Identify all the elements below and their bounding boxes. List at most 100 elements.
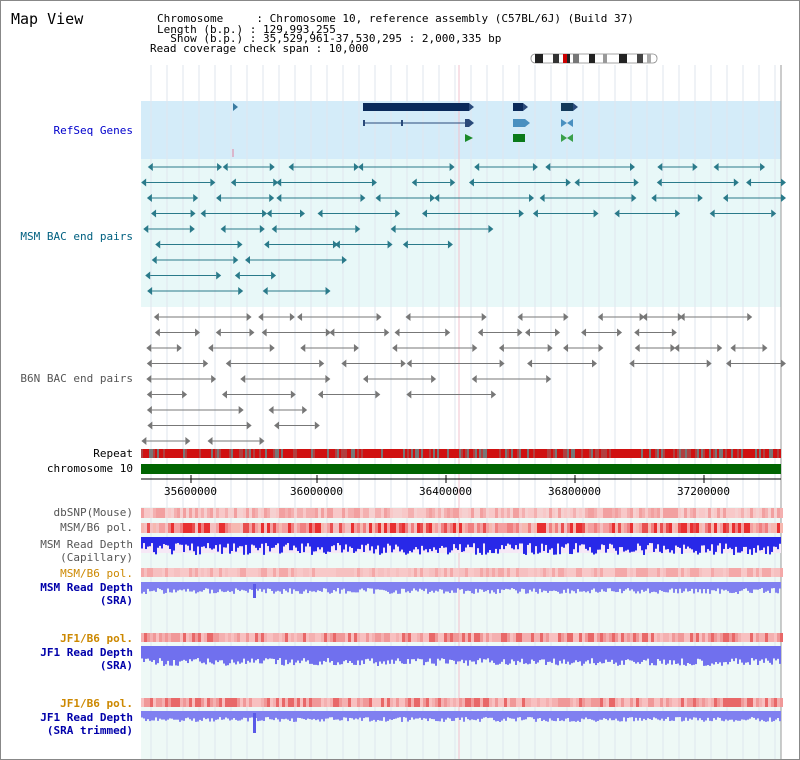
msm-depth-sra-bar bbox=[209, 582, 211, 594]
label-jf1-depth-trimmed-line2: (SRA trimmed) bbox=[46, 724, 133, 737]
msm-b6-pol-heat-cell bbox=[750, 523, 753, 533]
jf1-b6-pol-heat-cell bbox=[477, 633, 480, 642]
jf1-b6-pol-2-heat-cell bbox=[339, 698, 342, 707]
label-msm-depth-capillary-line2: (Capillary) bbox=[60, 551, 133, 564]
jf1-b6-pol-2-heat-cell bbox=[531, 698, 534, 707]
dbsnp-heat-cell bbox=[240, 508, 243, 518]
jf1-b6-pol-heat-cell bbox=[150, 633, 153, 642]
msm-depth-capillary-bar bbox=[491, 537, 493, 554]
repeat-segment bbox=[719, 449, 721, 458]
jf1-depth-trimmed-bar bbox=[577, 711, 579, 721]
jf1-b6-pol-heat-cell bbox=[531, 633, 534, 642]
jf1-depth-trimmed-bar bbox=[291, 711, 293, 719]
jf1-b6-pol-heat-cell bbox=[450, 633, 453, 642]
b6n-bac-end-marker bbox=[431, 375, 437, 383]
msm-depth-sra-bar bbox=[187, 582, 189, 589]
jf1-depth-sra-bar bbox=[361, 646, 363, 661]
msm-depth-capillary-bar bbox=[143, 537, 145, 544]
repeat-segment bbox=[253, 449, 255, 458]
msm-depth-sra-bar bbox=[633, 582, 635, 592]
msm-b6-pol-2-heat-cell bbox=[582, 568, 585, 577]
msm-b6-pol-heat-cell bbox=[264, 523, 267, 533]
msm-depth-capillary-bar bbox=[681, 537, 683, 554]
jf1-b6-pol-2-heat-cell bbox=[417, 698, 420, 707]
jf1-b6-pol-2-heat-cell bbox=[699, 698, 702, 707]
jf1-depth-sra-bar bbox=[261, 646, 263, 664]
jf1-depth-trimmed-bar bbox=[717, 711, 719, 718]
repeat-segment bbox=[471, 449, 473, 458]
dbsnp-heat-cell bbox=[480, 508, 483, 518]
jf1-depth-trimmed-bar bbox=[351, 711, 353, 719]
jf1-depth-sra-bar bbox=[337, 646, 339, 663]
jf1-depth-trimmed-bar bbox=[403, 711, 405, 718]
jf1-depth-sra-bar bbox=[429, 646, 431, 659]
jf1-b6-pol-heat-cell bbox=[426, 633, 429, 642]
msm-b6-pol-2-heat-cell bbox=[561, 568, 564, 577]
jf1-depth-trimmed-bar bbox=[747, 711, 749, 720]
msm-b6-pol-2-heat-cell bbox=[438, 568, 441, 577]
dbsnp-heat-cell bbox=[294, 508, 297, 518]
repeat-segment bbox=[323, 449, 325, 458]
msm-b6-pol-2-heat-cell bbox=[573, 568, 576, 577]
label-msm-bac[interactable]: MSM BAC end pairs bbox=[20, 230, 133, 243]
jf1-depth-trimmed-bar bbox=[443, 711, 445, 722]
repeat-segment bbox=[217, 449, 219, 458]
msm-bac-end-marker bbox=[375, 194, 381, 202]
msm-depth-capillary-bar bbox=[529, 537, 531, 544]
jf1-b6-pol-heat-cell bbox=[714, 633, 717, 642]
jf1-b6-pol-heat-cell bbox=[180, 633, 183, 642]
jf1-depth-trimmed-bar bbox=[281, 711, 283, 719]
dbsnp-heat-cell bbox=[777, 508, 780, 518]
jf1-b6-pol-2-heat-cell bbox=[243, 698, 246, 707]
repeat-segment bbox=[727, 449, 729, 458]
jf1-b6-pol-heat-cell bbox=[411, 633, 414, 642]
jf1-b6-pol-2-heat-cell bbox=[510, 698, 513, 707]
msm-bac-end-marker bbox=[390, 225, 396, 233]
jf1-depth-trimmed-bar bbox=[309, 711, 311, 720]
jf1-depth-sra-bar bbox=[439, 646, 441, 661]
msm-b6-pol-heat-cell bbox=[519, 523, 522, 533]
jf1-depth-trimmed-bar bbox=[373, 711, 375, 720]
jf1-depth-trimmed-bar bbox=[679, 711, 681, 718]
msm-b6-pol-2-heat-cell bbox=[762, 568, 765, 577]
jf1-depth-trimmed-bar bbox=[243, 711, 245, 718]
jf1-depth-trimmed-bar bbox=[389, 711, 391, 720]
msm-depth-capillary-bar bbox=[677, 537, 679, 547]
msm-depth-sra-bar bbox=[335, 582, 337, 592]
jf1-b6-pol-heat-cell bbox=[675, 633, 678, 642]
dbsnp-heat-cell bbox=[522, 508, 525, 518]
msm-depth-sra-bar bbox=[747, 582, 749, 591]
msm-bac-end-marker bbox=[233, 256, 239, 264]
dbsnp-heat-cell bbox=[666, 508, 669, 518]
repeat-segment bbox=[731, 449, 733, 458]
jf1-depth-trimmed-bar bbox=[513, 711, 515, 719]
msm-bac-end-marker bbox=[411, 178, 417, 187]
chromosome-ideogram[interactable] bbox=[529, 53, 661, 65]
dbsnp-heat-cell bbox=[351, 508, 354, 518]
msm-depth-sra-bar bbox=[649, 582, 651, 594]
b6n-bac-end-marker bbox=[394, 328, 400, 337]
label-b6n-bac[interactable]: B6N BAC end pairs bbox=[20, 372, 133, 385]
msm-depth-capillary-bar bbox=[593, 537, 595, 555]
msm-b6-pol-2-heat-cell bbox=[180, 568, 183, 577]
msm-depth-sra-bar bbox=[699, 582, 701, 590]
jf1-depth-sra-bar bbox=[431, 646, 433, 664]
dbsnp-heat-cell bbox=[498, 508, 501, 518]
repeat-segment bbox=[321, 449, 323, 458]
jf1-depth-sra-bar bbox=[203, 646, 205, 663]
jf1-depth-trimmed-bar bbox=[675, 711, 677, 718]
msm-bac-end-marker bbox=[746, 178, 752, 187]
label-refseq-genes[interactable]: RefSeq Genes bbox=[53, 124, 133, 137]
jf1-b6-pol-2-heat-cell bbox=[234, 698, 237, 707]
msm-b6-pol-2-heat-cell bbox=[456, 568, 459, 577]
repeat-segment bbox=[347, 449, 349, 458]
msm-depth-capillary-bar bbox=[415, 537, 417, 548]
repeat-segment bbox=[749, 449, 751, 458]
msm-depth-capillary-bar bbox=[563, 537, 565, 548]
msm-depth-sra-bar bbox=[417, 582, 419, 592]
jf1-b6-pol-2-heat-cell bbox=[570, 698, 573, 707]
repeat-segment bbox=[691, 449, 693, 458]
dbsnp-heat-cell bbox=[255, 508, 258, 518]
jf1-depth-trimmed-bar bbox=[529, 711, 531, 718]
